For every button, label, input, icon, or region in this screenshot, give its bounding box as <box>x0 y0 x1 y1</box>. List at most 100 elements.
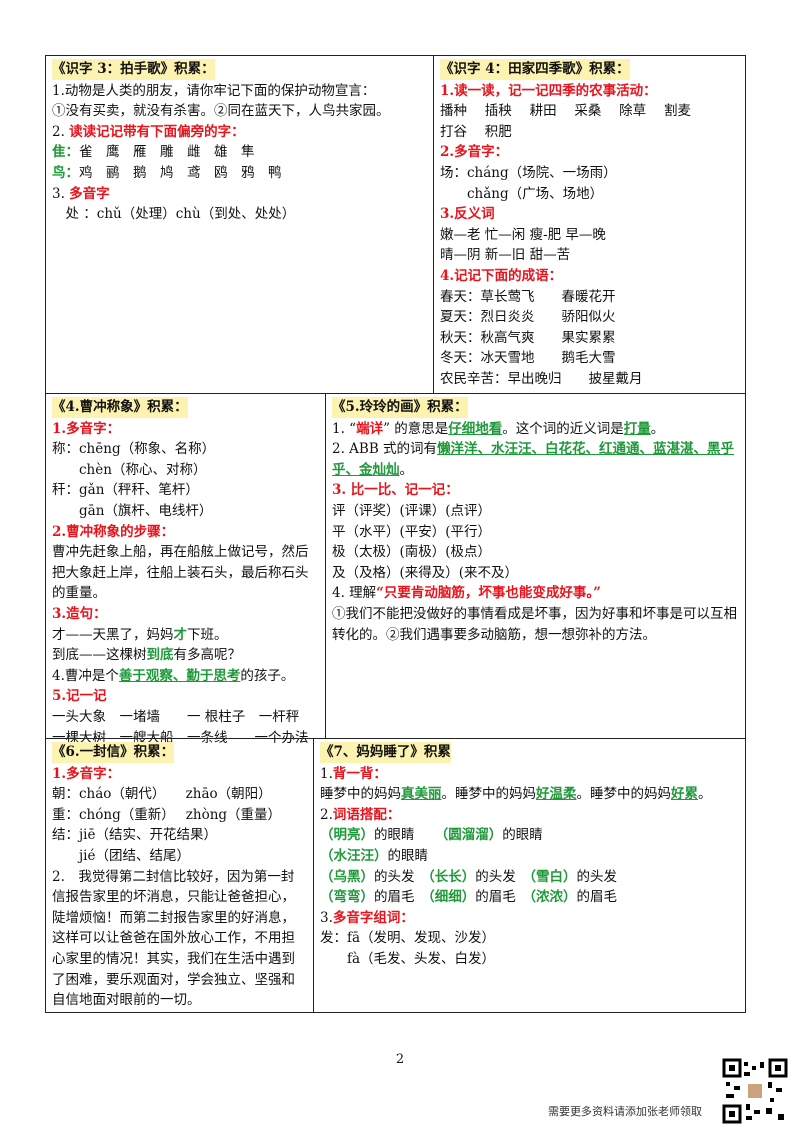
text-line: 发：fā（发明、发现、沙发） <box>320 928 739 949</box>
text-line: 隹：雀 鹰 雁 雕 雌 雄 隼 <box>52 142 427 163</box>
text-line: 重：chóng（重新） zhòng（重量） <box>52 805 307 826</box>
text-line: 到底——这棵树到底有多高呢？ <box>52 645 319 666</box>
text-segment: ” 的意思是 <box>383 420 449 437</box>
text-line: 春天：草长莺飞 春暖花开 <box>440 287 739 308</box>
text-line: 鸟：鸡 鹂 鹅 鸠 鸢 鸥 鸦 鸭 <box>52 163 427 184</box>
text-segment: 懒洋洋、水汪汪、白花花、红通通、蓝湛湛、黑乎乎、金灿灿 <box>332 441 735 478</box>
text-line: 3. 比一比、记一记： <box>332 480 739 501</box>
text-segment: 2. 我觉得第二封信比较好，因为第一封信报告家里的坏消息，只能让爸爸担心，陡增烦… <box>52 868 295 1009</box>
text-line: 1.多音字： <box>52 764 307 785</box>
text-segment: 夏天：烈日炎炎 骄阳似火 <box>440 309 616 326</box>
text-segment: （水汪汪） <box>320 847 388 864</box>
text-segment: 平（水平）(平安）(平行） <box>332 523 492 540</box>
text-line: 2. 我觉得第二封信比较好，因为第一封信报告家里的坏消息，只能让爸爸担心，陡增烦… <box>52 867 307 1011</box>
text-segment: 1.动物是人类的朋友，请你牢记下面的保护动物宣言： <box>52 82 376 99</box>
text-line: 一头大象 一堵墙 一 根柱子 一杆秤 <box>52 707 319 728</box>
text-segment: 5.记一记 <box>52 688 107 705</box>
text-line: 1.动物是人类的朋友，请你牢记下面的保护动物宣言： <box>52 81 427 102</box>
text-segment: 4.曹冲是个 <box>52 667 119 684</box>
text-segment: 。 <box>698 786 712 803</box>
text-line: 称：chēng（称象、名称） <box>52 439 319 460</box>
text-segment: 才 <box>173 626 188 643</box>
text-segment: “只要肯动脑筋，坏事也能变成好事。” <box>376 585 601 602</box>
text-segment: 播种 插秧 耕田 采桑 除草 割麦 <box>440 103 691 120</box>
text-line: 评（评奖）(评课）(点评） <box>332 501 739 522</box>
text-line: 3.反义词 <box>440 204 739 225</box>
text-segment: 端详 <box>356 420 384 437</box>
text-segment: 冬天：冰天雪地 鹅毛大雪 <box>440 350 616 367</box>
text-segment: （明亮） <box>320 827 374 844</box>
text-segment: 好累 <box>671 786 698 803</box>
text-segment: 鸡 鹂 鹅 鸠 鸢 鸥 鸦 鸭 <box>79 164 282 181</box>
text-line: 2. ABB 式的词有懒洋洋、水汪汪、白花花、红通通、蓝湛湛、黑乎乎、金灿灿。 <box>332 439 739 480</box>
text-segment: fà（毛发、头发、白发） <box>320 950 496 967</box>
text-line: （水汪汪）的眼睛 <box>320 846 739 867</box>
text-segment: 朝：cháo（朝代） zhāo（朝阳） <box>52 786 272 803</box>
text-line: 1.多音字： <box>52 419 319 440</box>
text-line: 场：cháng（场院、一场雨） <box>440 163 739 184</box>
text-segment: 打谷 积肥 <box>440 123 512 140</box>
text-segment: 的头发 <box>374 868 428 885</box>
text-segment: 评（评奖）(评课）(点评） <box>332 502 492 519</box>
text-segment: 嫩—老 忙—闲 瘦-肥 早—晚 <box>440 226 606 243</box>
cell-title: 《6.一封信》积累： <box>52 742 175 763</box>
text-segment: 的眼睛 <box>387 847 429 864</box>
text-line: 1.背一背： <box>320 764 739 785</box>
text-line: 曹冲先赶象上船，再在船舷上做记号，然后把大象赶上岸，往船上装石头，最后称石头的重… <box>52 542 319 604</box>
cell: 《4.曹冲称象》积累： 1.多音字： 称：chēng（称象、名称） chèn（称心、… <box>45 393 326 746</box>
text-line: 嫩—老 忙—闲 瘦-肥 早—晚 <box>440 225 739 246</box>
text-line: 1.读一读，记一记四季的农事活动： <box>440 81 739 102</box>
text-segment: 的眉毛 <box>475 889 530 906</box>
text-segment: 重：chóng（重新） zhòng（重量） <box>52 806 282 823</box>
cell-title: 《5.玲玲的画》积累： <box>332 397 468 418</box>
text-segment: 1.读一读，记一记四季的农事活动： <box>440 82 657 99</box>
text-line: 2.词语搭配： <box>320 805 739 826</box>
text-segment: 3.造句： <box>52 605 107 622</box>
text-segment: 的孩子。 <box>240 667 295 684</box>
text-segment: 。睡梦中的妈妈 <box>576 786 672 803</box>
text-segment: jié（团结、结尾） <box>52 847 190 864</box>
text-segment: 场：cháng（场院、一场雨） <box>440 164 617 181</box>
text-segment: （长长） <box>428 868 476 885</box>
text-segment: 仔细地看 <box>448 420 503 437</box>
text-segment: 1. <box>320 765 333 782</box>
text-line: 2. 读读记记带有下面偏旁的字： <box>52 122 427 143</box>
text-line: 农民辛苦：早出晚归 披星戴月 <box>440 369 739 390</box>
text-line: 1. “端详” 的意思是仔细地看。这个词的近义词是打量。 <box>332 419 739 440</box>
text-line: 5.记一记 <box>52 686 319 707</box>
text-line: （乌黑）的头发 （长长）的头发 （雪白）的头发 <box>320 867 739 888</box>
text-segment: 好温柔 <box>536 786 577 803</box>
text-segment: （乌黑） <box>320 868 374 885</box>
footer: 需要更多资料请添加张老师领取 <box>548 1105 702 1118</box>
text-line: （弯弯）的眉毛 （细细）的眉毛 （浓浓）的眉毛 <box>320 887 739 908</box>
text-line: 冬天：冰天雪地 鹅毛大雪 <box>440 348 739 369</box>
text-line: 夏天：烈日炎炎 骄阳似火 <box>440 307 739 328</box>
text-segment: 隹： <box>52 144 79 161</box>
text-segment: 。 <box>650 420 665 437</box>
text-segment: 善于观察、勤于思考 <box>118 667 241 684</box>
text-line: jié（团结、结尾） <box>52 846 307 867</box>
text-segment: 下班。 <box>187 626 228 643</box>
text-segment: 极（太极）(南极）(极点） <box>332 544 492 561</box>
cell: 《识字 3：拍手歌》积累： 1.动物是人类的朋友，请你牢记下面的保护动物宣言： ①没… <box>45 55 434 394</box>
text-segment: 称：chēng（称象、名称） <box>52 441 216 458</box>
text-segment: 秋天：秋高气爽 果实累累 <box>440 329 616 346</box>
text-segment: 背一背： <box>332 765 387 782</box>
text-segment: （弯弯） <box>320 889 374 906</box>
text-line: 4. 理解“只要肯动脑筋，坏事也能变成好事。” <box>332 583 739 604</box>
text-segment: 及（及格）(来得及）(来不及） <box>332 564 519 581</box>
text-segment: 秆：gǎn（秤秆、笔杆） <box>52 482 199 499</box>
text-segment: 雀 鹰 雁 雕 雌 雄 隼 <box>79 144 255 161</box>
text-segment: 3. 比一比、记一记： <box>332 482 459 499</box>
cell: 《6.一封信》积累： 1.多音字： 朝：cháo（朝代） zhāo（朝阳） 重：chó… <box>45 738 314 1013</box>
text-segment: 多音字 <box>69 185 110 202</box>
text-segment: 词语搭配： <box>332 806 401 823</box>
text-segment: 。 <box>399 461 414 478</box>
text-line: 极（太极）(南极）(极点） <box>332 542 739 563</box>
text-segment: 2. <box>52 123 70 140</box>
text-segment: 1. “ <box>332 420 357 437</box>
text-segment: 2. <box>320 806 333 823</box>
text-segment: 晴—阴 新—旧 甜—苦 <box>440 247 571 264</box>
text-segment: （雪白） <box>529 868 577 885</box>
text-segment: 的眼睛 <box>374 827 442 844</box>
